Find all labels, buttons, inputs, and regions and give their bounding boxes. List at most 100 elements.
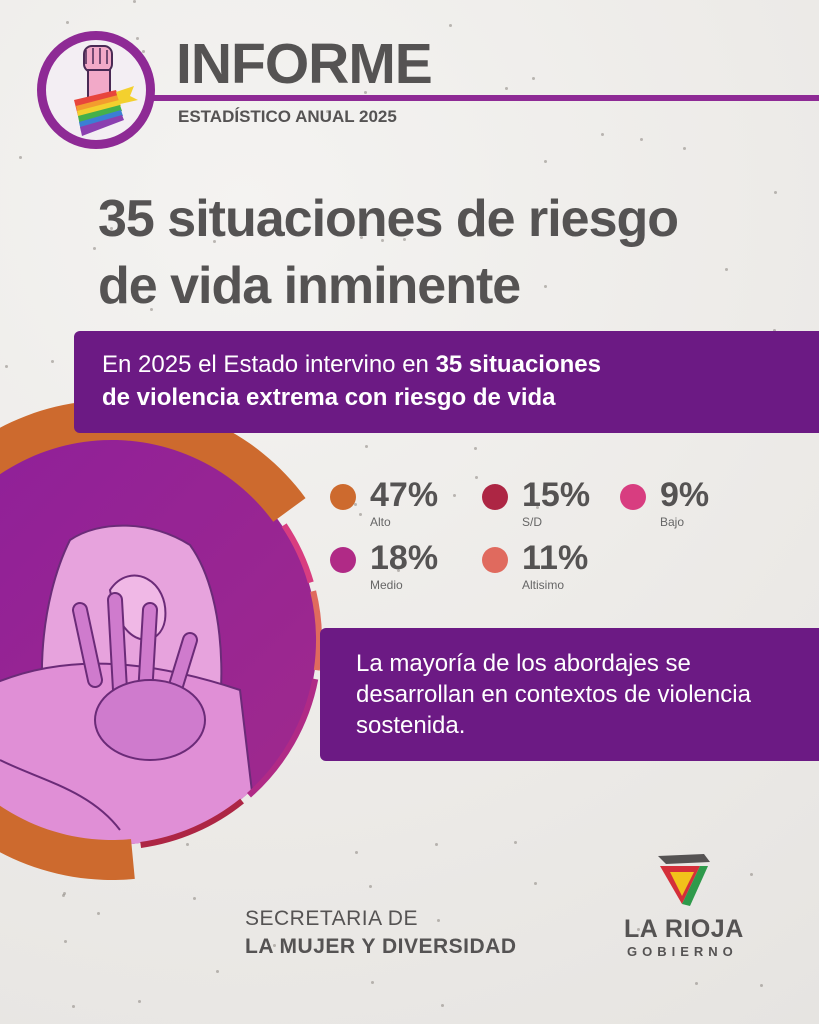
background-speck: [536, 506, 539, 509]
background-speck: [359, 513, 362, 516]
legend-dot: [482, 484, 508, 510]
government-name: LA RIOJA: [624, 915, 744, 943]
background-speck: [474, 447, 477, 450]
headline-line-2: de vida inminente: [98, 257, 521, 315]
background-speck: [371, 981, 374, 984]
background-speck: [186, 843, 189, 846]
background-speck: [355, 851, 358, 854]
background-speck: [64, 940, 67, 943]
note-text: La mayoría de los abordajes se desarroll…: [356, 650, 751, 739]
donut-slice-bajo: [281, 523, 314, 584]
background-speck: [110, 227, 113, 230]
headline-line-1: 35 situaciones de riesgo: [98, 190, 679, 248]
background-speck: [62, 894, 65, 897]
background-speck: [133, 0, 136, 3]
background-speck: [773, 329, 776, 332]
background-speck: [449, 24, 452, 27]
secretaria-line-1: SECRETARIA DE: [245, 907, 418, 930]
background-speck: [354, 503, 357, 506]
background-speck: [51, 360, 54, 363]
legend-value: 15%: [522, 476, 591, 514]
background-speck: [760, 984, 763, 987]
background-speck: [97, 912, 100, 915]
legend-dot: [330, 484, 356, 510]
background-speck: [544, 160, 547, 163]
legend-value: 18%: [370, 539, 439, 577]
background-speck: [505, 87, 508, 90]
background-speck: [532, 77, 535, 80]
legend-value: 9%: [660, 476, 710, 514]
background-speck: [326, 110, 329, 113]
background-speck: [5, 365, 8, 368]
background-speck: [637, 928, 640, 931]
background-speck: [136, 37, 139, 40]
background-speck: [216, 970, 219, 973]
legend-value: 11%: [522, 539, 589, 577]
legend-label: Bajo: [660, 515, 685, 529]
background-speck: [193, 897, 196, 900]
background-speck: [695, 982, 698, 985]
background-speck: [475, 476, 478, 479]
background-speck: [640, 138, 643, 141]
background-speck: [601, 133, 604, 136]
intro-bold-line-2: de violencia extrema con riesgo de vida: [102, 384, 556, 411]
background-speck: [142, 50, 145, 53]
donut-slice-sd: [140, 798, 244, 848]
background-speck: [150, 308, 153, 311]
background-speck: [381, 239, 384, 242]
header-divider: [150, 95, 819, 101]
background-speck: [186, 300, 189, 303]
legend-value: 47%: [370, 476, 439, 514]
background-speck: [683, 147, 686, 150]
background-speck: [273, 944, 276, 947]
legend-dot: [330, 547, 356, 573]
legend-label: S/D: [522, 515, 543, 529]
government-subtitle: GOBIERNO: [627, 944, 738, 959]
background-speck: [213, 240, 216, 243]
background-speck: [403, 238, 406, 241]
legend-dot: [620, 484, 646, 510]
background-speck: [441, 1004, 444, 1007]
legend-label: Altisimo: [522, 578, 565, 592]
background-speck: [360, 236, 363, 239]
background-speck: [72, 1005, 75, 1008]
background-speck: [66, 21, 69, 24]
legend-label: Medio: [370, 578, 403, 592]
background-speck: [725, 268, 728, 271]
report-title: INFORME: [176, 32, 433, 96]
intro-banner: En 2025 el Estado intervino en 35 situac…: [74, 331, 819, 433]
legend-dot: [482, 547, 508, 573]
donut-slice-medio: [246, 678, 319, 798]
legend-label: Alto: [370, 515, 391, 529]
background-speck: [544, 285, 547, 288]
background-speck: [750, 873, 753, 876]
background-speck: [774, 191, 777, 194]
background-speck: [369, 885, 372, 888]
background-speck: [534, 882, 537, 885]
report-subtitle: ESTADÍSTICO ANUAL 2025: [178, 107, 397, 126]
background-speck: [364, 91, 367, 94]
background-speck: [138, 1000, 141, 1003]
fist-logo-icon: [37, 31, 155, 149]
background-speck: [514, 841, 517, 844]
background-speck: [397, 569, 400, 572]
intro-bold-line-1: 35 situaciones: [435, 351, 601, 378]
background-speck: [63, 892, 66, 895]
background-speck: [437, 919, 440, 922]
background-speck: [93, 247, 96, 250]
secretaria-line-2: LA MUJER Y DIVERSIDAD: [245, 935, 517, 958]
donut-slice-altsimo: [310, 590, 322, 671]
background-speck: [453, 494, 456, 497]
protective-hands-illustration: [0, 524, 262, 845]
background-speck: [19, 156, 22, 159]
intro-text: En 2025 el Estado intervino en 35 situac…: [102, 348, 601, 414]
note-box: La mayoría de los abordajes se desarroll…: [320, 628, 819, 761]
background-speck: [365, 445, 368, 448]
background-speck: [400, 52, 403, 55]
intro-prefix: En 2025 el Estado intervino en: [102, 351, 436, 378]
donut-slice-alto: [0, 400, 306, 880]
la-rioja-logo-icon: [658, 854, 710, 906]
background-speck: [435, 843, 438, 846]
